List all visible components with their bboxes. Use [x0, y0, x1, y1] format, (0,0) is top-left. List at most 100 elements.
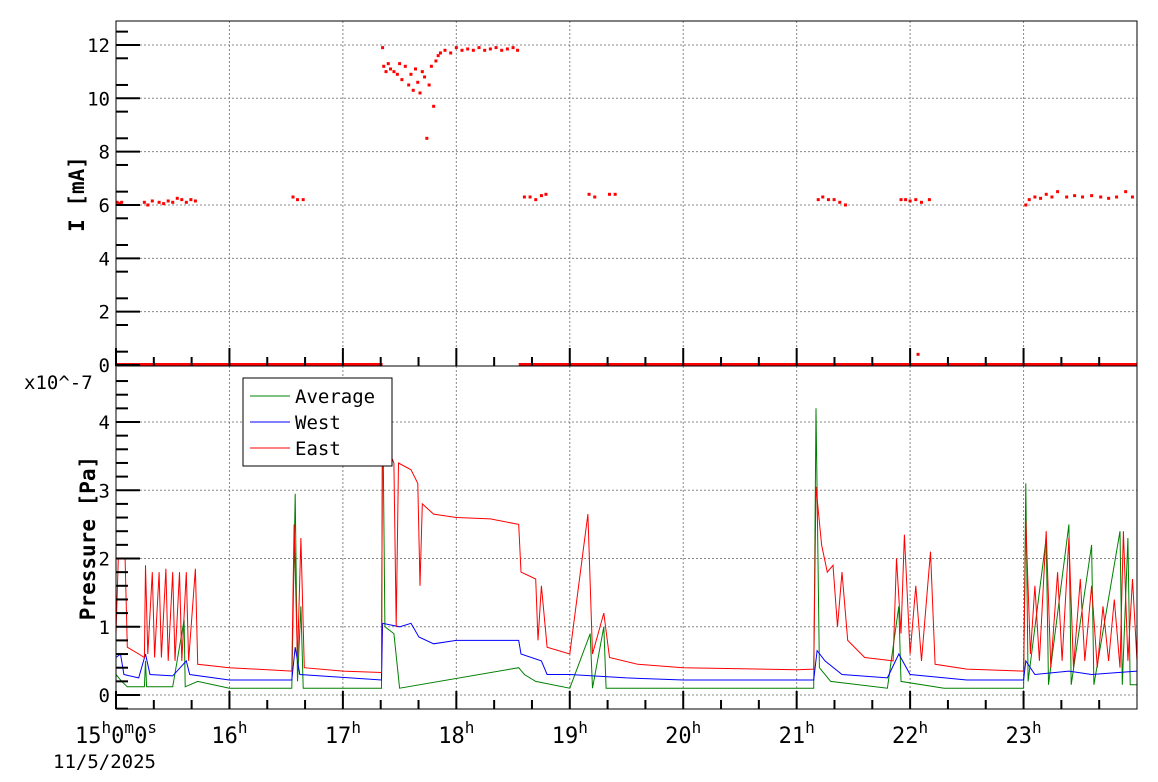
current-point: [416, 80, 420, 84]
top-panel-frame: [115, 20, 1138, 367]
current-point: [413, 67, 417, 71]
current-point: [528, 195, 532, 199]
current-point: [427, 83, 431, 87]
x-tick-number: 19: [552, 724, 579, 749]
current-point: [488, 47, 492, 51]
series-line-east: [115, 394, 1138, 674]
current-point: [607, 192, 611, 196]
current-point: [1056, 190, 1060, 194]
current-point: [483, 48, 487, 52]
current-point: [916, 352, 920, 356]
series-line-west: [115, 622, 1138, 681]
current-point: [420, 70, 424, 74]
top-y-tick-label: 2: [99, 302, 110, 324]
x-tick-unit: s: [147, 718, 157, 737]
current-point: [386, 62, 390, 66]
date-label: 11/5/2025: [53, 751, 156, 773]
current-point: [301, 198, 305, 202]
current-point: [1081, 195, 1085, 199]
current-point: [587, 192, 591, 196]
current-point: [392, 70, 396, 74]
current-point: [593, 195, 597, 199]
current-point: [1065, 195, 1069, 199]
current-point: [927, 198, 931, 202]
current-point: [382, 64, 386, 68]
current-point: [1027, 198, 1031, 202]
current-point: [142, 200, 146, 204]
current-point: [1044, 192, 1048, 196]
current-point: [500, 48, 504, 52]
current-point: [1115, 195, 1119, 199]
x-tick-unit: h: [238, 718, 248, 737]
current-point: [189, 198, 193, 202]
current-point: [477, 46, 481, 50]
x-tick-number: 17: [325, 724, 352, 749]
current-point: [423, 75, 427, 79]
x-tick-number: 18: [438, 724, 465, 749]
current-point: [184, 200, 188, 204]
current-point: [449, 51, 453, 55]
current-point: [409, 72, 413, 76]
current-point: [914, 198, 918, 202]
bottom-y-tick-label: 3: [99, 480, 110, 502]
legend-label-west: West: [295, 412, 341, 434]
current-point: [1039, 196, 1043, 200]
current-point: [117, 202, 121, 206]
current-point: [418, 91, 422, 95]
x-tick-unit: h: [1032, 718, 1042, 737]
x-tick-unit: h: [919, 718, 929, 737]
current-point: [460, 48, 464, 52]
x-tick-unit: h: [692, 718, 702, 737]
x-tick-unit: h: [102, 718, 112, 737]
current-point: [1130, 195, 1134, 199]
current-point: [296, 198, 300, 202]
current-point: [471, 48, 475, 52]
pressure-series: [115, 387, 1138, 689]
current-point: [162, 202, 166, 206]
current-point: [384, 70, 388, 74]
current-point: [425, 136, 429, 140]
current-point: [466, 47, 470, 51]
current-points: [115, 46, 1137, 366]
current-point: [454, 46, 458, 50]
current-point: [1050, 195, 1054, 199]
current-point: [150, 199, 154, 203]
current-zero-segment: [116, 363, 383, 366]
current-point: [291, 195, 295, 199]
current-point: [166, 199, 170, 203]
x-tick-unit: h: [465, 718, 475, 737]
current-point: [899, 198, 903, 202]
x-tick-unit: h: [578, 718, 588, 737]
current-point: [904, 198, 908, 202]
bottom-y-tick-label: 0: [99, 685, 110, 707]
top-y-tick-label: 0: [99, 355, 110, 377]
x-tick-number: 16: [211, 724, 238, 749]
bottom-y-tick-label: 2: [99, 549, 110, 571]
current-point: [193, 199, 197, 203]
x-tick-number: 20: [665, 724, 692, 749]
legend-label-average: Average: [295, 386, 375, 408]
current-point: [381, 46, 385, 50]
x-tick-label: 20h: [665, 718, 701, 749]
current-point: [613, 192, 617, 196]
top-y-tick-label: 8: [99, 142, 110, 164]
current-point: [511, 46, 515, 50]
x-tick-number: 22: [892, 724, 919, 749]
current-point: [816, 198, 820, 202]
current-point: [544, 192, 548, 196]
top-y-tick-label: 6: [99, 195, 110, 217]
bottom-panel-frame: [115, 365, 1138, 710]
x-tick-label: 15h0m0s: [75, 718, 157, 749]
x-tick-label: 16h: [211, 718, 247, 749]
current-point: [919, 200, 923, 204]
bottom-y-axis-title: Pressure [Pa]: [76, 456, 100, 620]
current-point: [398, 62, 402, 66]
legend-label-east: East: [295, 438, 341, 460]
x-tick-label: 17h: [325, 718, 361, 749]
top-y-tick-label: 10: [87, 88, 110, 110]
current-point: [175, 196, 179, 200]
current-point: [534, 198, 538, 202]
current-point: [432, 104, 436, 108]
